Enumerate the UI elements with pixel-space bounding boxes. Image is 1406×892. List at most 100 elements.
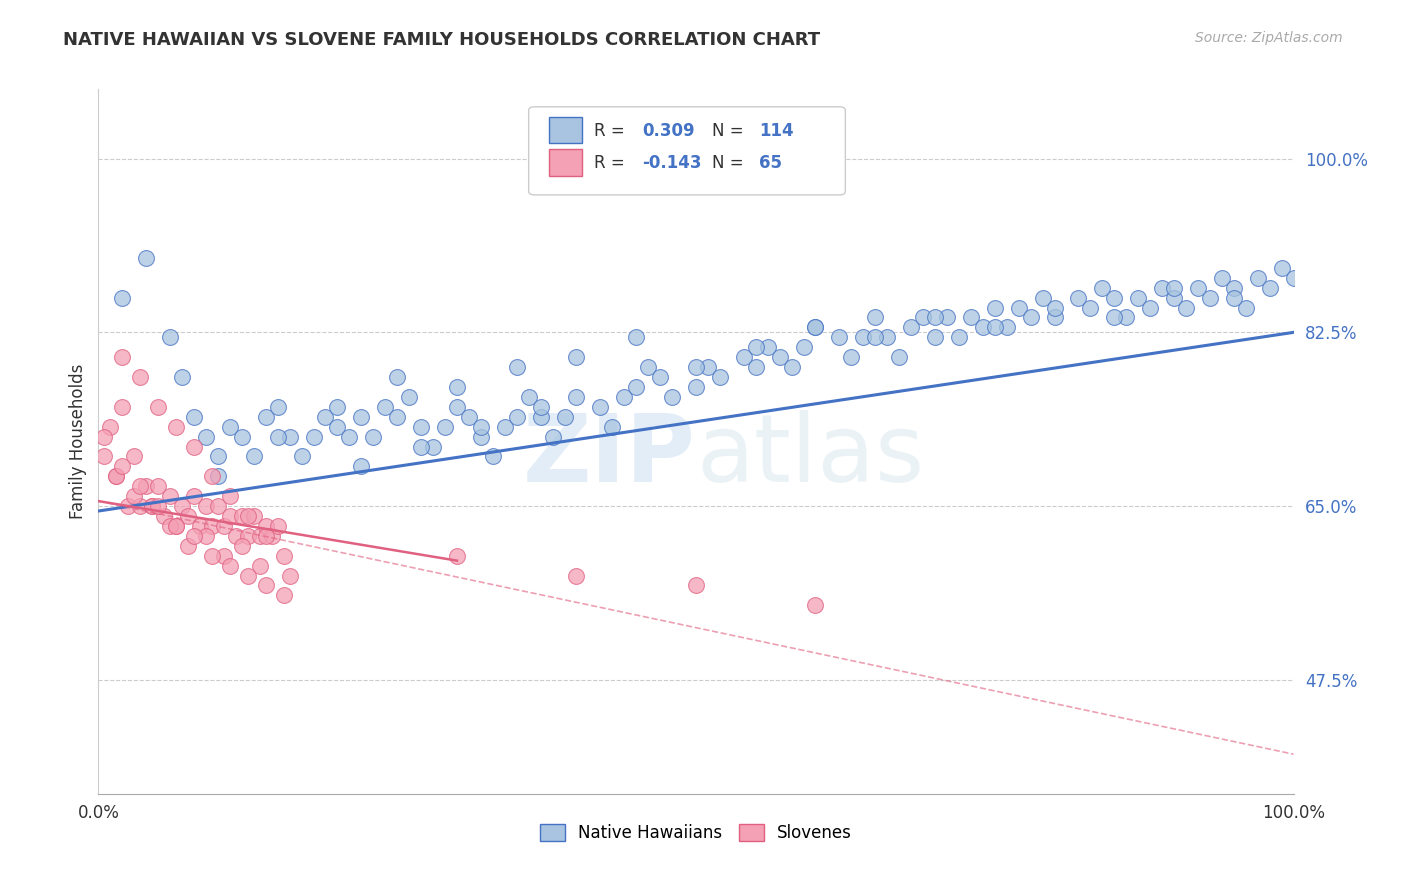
Point [936,310,959,325]
Point [254,529,277,543]
Point [172,499,194,513]
Point [1032,291,1054,305]
Point [446,400,468,414]
Text: R =: R = [595,154,630,172]
Point [267,400,290,414]
Point [350,409,373,424]
Point [1008,301,1031,315]
Point [1019,310,1042,325]
Point [201,519,224,533]
Point [1175,301,1198,315]
Point [565,568,588,582]
Point [195,499,218,513]
Point [207,469,229,483]
Point [159,489,181,503]
Point [236,568,259,582]
Point [153,508,176,523]
Point [434,419,457,434]
Point [1091,281,1114,295]
Point [804,320,827,334]
Point [236,508,259,523]
Point [1104,291,1126,305]
Point [1199,291,1222,305]
Point [911,310,934,325]
Point [129,479,152,493]
Point [212,549,235,563]
Point [1067,291,1090,305]
Text: N =: N = [711,154,748,172]
Point [225,529,247,543]
Point [159,519,181,533]
Point [374,400,396,414]
Point [626,380,648,394]
Point [183,440,205,454]
Point [984,301,1007,315]
Point [339,429,361,443]
Point [446,549,468,563]
Point [111,400,134,414]
Point [207,450,229,464]
Point [219,558,242,573]
Point [267,519,290,533]
Point [117,499,139,513]
Text: 114: 114 [759,122,794,140]
Point [422,440,444,454]
Point [745,340,768,354]
Point [685,360,707,375]
Point [291,450,314,464]
Point [278,568,301,582]
Point [1247,270,1270,285]
Point [1080,301,1102,315]
Point [350,459,373,474]
Point [458,409,481,424]
Point [141,499,163,513]
Point [589,400,612,414]
Point [1163,281,1185,295]
Point [494,419,516,434]
Point [165,519,187,533]
Point [1211,270,1233,285]
Point [315,409,337,424]
Point [972,320,994,334]
Point [960,310,983,325]
Point [398,390,420,404]
Point [105,469,128,483]
Legend: Native Hawaiians, Slovenes: Native Hawaiians, Slovenes [533,817,859,849]
Point [249,529,271,543]
Point [637,360,659,375]
Point [948,330,970,344]
Point [385,370,409,384]
Point [148,479,170,493]
Point [278,429,301,443]
Point [900,320,922,334]
Point [995,320,1018,334]
Point [201,549,224,563]
Point [188,519,211,533]
Point [219,489,242,503]
Point [129,370,152,384]
Point [236,529,259,543]
Point [602,419,624,434]
Point [1282,270,1305,285]
Text: R =: R = [595,122,630,140]
Point [1043,310,1066,325]
Point [385,409,409,424]
Point [1223,291,1246,305]
Point [517,390,540,404]
Point [506,409,529,424]
Text: Source: ZipAtlas.com: Source: ZipAtlas.com [1195,31,1343,45]
Point [924,310,946,325]
Point [219,419,242,434]
Point [1163,291,1185,305]
Point [530,409,553,424]
Point [243,450,266,464]
Point [326,419,349,434]
Point [733,350,755,364]
Point [554,409,576,424]
Point [709,370,731,384]
Point [852,330,875,344]
Point [756,340,779,354]
Point [924,330,946,344]
Point [481,450,505,464]
Point [661,390,683,404]
